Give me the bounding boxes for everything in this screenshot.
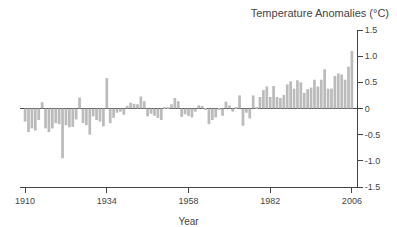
svg-text:1910: 1910 <box>15 196 35 206</box>
svg-text:1982: 1982 <box>260 196 280 206</box>
svg-text:Year: Year <box>178 216 199 227</box>
svg-text:1.0: 1.0 <box>365 51 378 61</box>
svg-text:0.5: 0.5 <box>365 77 378 87</box>
svg-text:1958: 1958 <box>178 196 198 206</box>
svg-text:Temperature Anomalies (°C): Temperature Anomalies (°C) <box>251 7 389 19</box>
svg-text:0: 0 <box>365 104 370 114</box>
svg-text:-0.5: -0.5 <box>365 130 381 140</box>
svg-text:-1.5: -1.5 <box>365 182 381 192</box>
svg-text:1.5: 1.5 <box>365 25 378 35</box>
svg-text:1934: 1934 <box>97 196 117 206</box>
svg-text:2006: 2006 <box>342 196 362 206</box>
svg-text:-1.0: -1.0 <box>365 156 381 166</box>
